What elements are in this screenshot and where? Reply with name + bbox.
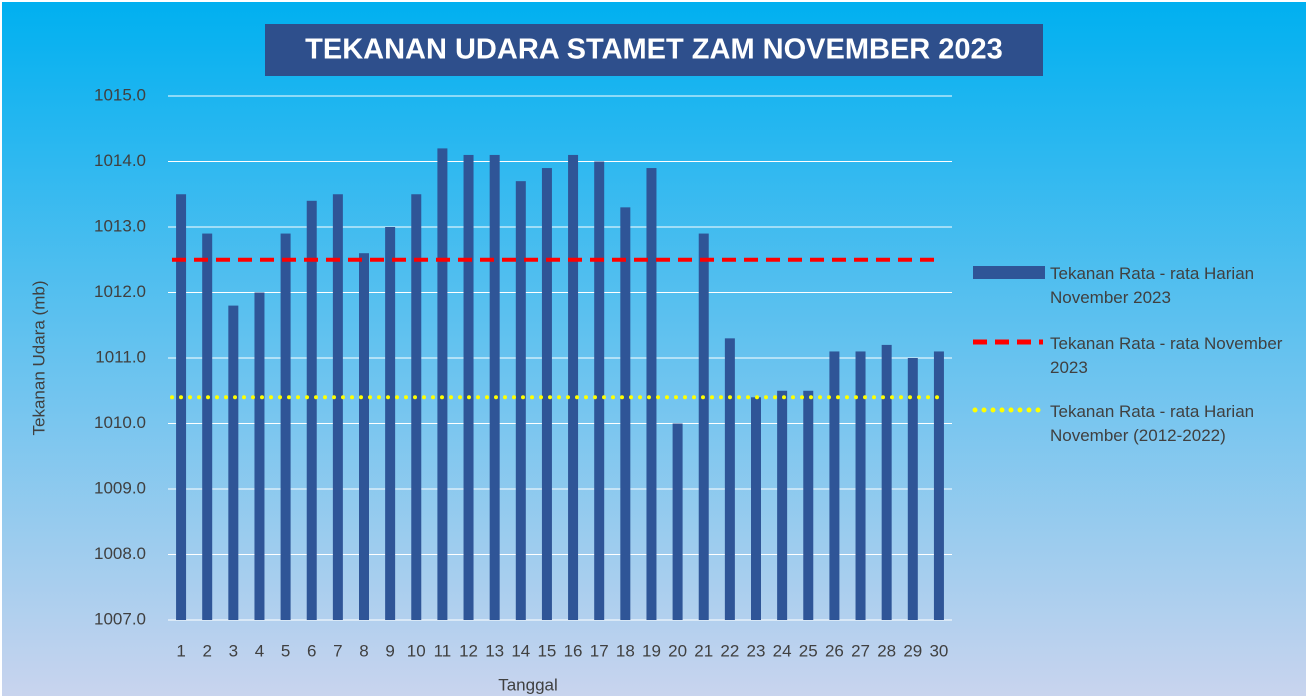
- y-tick-label: 1015.0: [94, 85, 146, 104]
- bar: [777, 390, 788, 620]
- bar: [541, 168, 552, 621]
- y-tick-label: 1013.0: [94, 216, 146, 235]
- x-tick-label: 20: [668, 641, 687, 660]
- legend-swatch: [973, 266, 1045, 279]
- x-tick-label: 22: [720, 641, 739, 660]
- bar: [594, 161, 605, 620]
- bar: [855, 351, 866, 620]
- x-tick-label: 11: [434, 641, 452, 660]
- x-tick-label: 10: [407, 641, 426, 660]
- chart-title: TEKANAN UDARA STAMET ZAM NOVEMBER 2023: [305, 34, 1003, 66]
- bar: [803, 390, 814, 620]
- bar: [907, 358, 918, 620]
- bar: [437, 148, 448, 620]
- bar: [463, 154, 474, 620]
- bar: [228, 305, 239, 620]
- x-tick-label: 23: [747, 641, 766, 660]
- x-tick-label: 2: [202, 641, 211, 660]
- x-tick-label: 12: [459, 641, 478, 660]
- bar: [411, 194, 422, 620]
- x-tick-label: 21: [694, 641, 713, 660]
- bar: [568, 154, 579, 620]
- x-tick-label: 17: [590, 641, 609, 660]
- x-tick-label: 15: [537, 641, 556, 660]
- x-tick-label: 6: [307, 641, 316, 660]
- x-tick-label: 1: [176, 641, 185, 660]
- bar: [698, 233, 709, 621]
- x-tick-label: 7: [333, 641, 342, 660]
- x-tick-label: 19: [642, 641, 661, 660]
- bar: [620, 207, 631, 620]
- y-tick-label: 1014.0: [94, 151, 146, 170]
- legend-label: Tekanan Rata - rata November 2023: [1050, 334, 1283, 377]
- x-tick-label: 29: [903, 641, 922, 660]
- x-tick-label: 25: [799, 641, 818, 660]
- x-tick-label: 8: [359, 641, 368, 660]
- bar: [176, 194, 187, 620]
- x-tick-label: 24: [773, 641, 792, 660]
- x-tick-label: 14: [511, 641, 530, 660]
- title-box: [265, 24, 1043, 76]
- bar: [829, 351, 840, 620]
- x-tick-label: 16: [564, 641, 583, 660]
- bar: [489, 154, 500, 620]
- x-tick-label: 26: [825, 641, 844, 660]
- x-tick-label: 30: [929, 641, 948, 660]
- y-tick-label: 1010.0: [94, 413, 146, 432]
- x-tick-label: 5: [281, 641, 290, 660]
- y-tick-label: 1011.0: [95, 347, 146, 366]
- y-tick-label: 1007.0: [94, 609, 146, 628]
- y-tick-label: 1008.0: [94, 544, 146, 563]
- bar: [385, 227, 396, 620]
- legend-label: Tekanan Rata - rata Harian November 2023: [1050, 264, 1255, 307]
- y-tick-label: 1012.0: [94, 282, 146, 301]
- bar: [280, 233, 291, 621]
- bar: [881, 344, 892, 620]
- bar: [515, 181, 526, 620]
- bar: [933, 351, 944, 620]
- x-tick-label: 27: [851, 641, 870, 660]
- bar: [672, 423, 683, 620]
- bar: [202, 233, 213, 621]
- x-axis-title: Tanggal: [498, 675, 558, 694]
- x-tick-label: 18: [616, 641, 635, 660]
- x-tick-label: 3: [229, 641, 238, 660]
- legend-label: Tekanan Rata - rata Harian November (201…: [1050, 402, 1255, 445]
- x-tick-label: 9: [385, 641, 394, 660]
- x-tick-label: 4: [255, 641, 264, 660]
- bar: [751, 397, 761, 620]
- y-axis-title: Tekanan Udara (mb): [29, 281, 48, 436]
- bar: [646, 168, 657, 621]
- bar: [332, 194, 343, 620]
- x-tick-label: 28: [877, 641, 896, 660]
- bar: [724, 338, 735, 620]
- x-tick-label: 13: [485, 641, 504, 660]
- bar: [306, 200, 317, 621]
- bar: [359, 253, 369, 620]
- bar: [254, 292, 265, 620]
- y-tick-label: 1009.0: [94, 478, 146, 497]
